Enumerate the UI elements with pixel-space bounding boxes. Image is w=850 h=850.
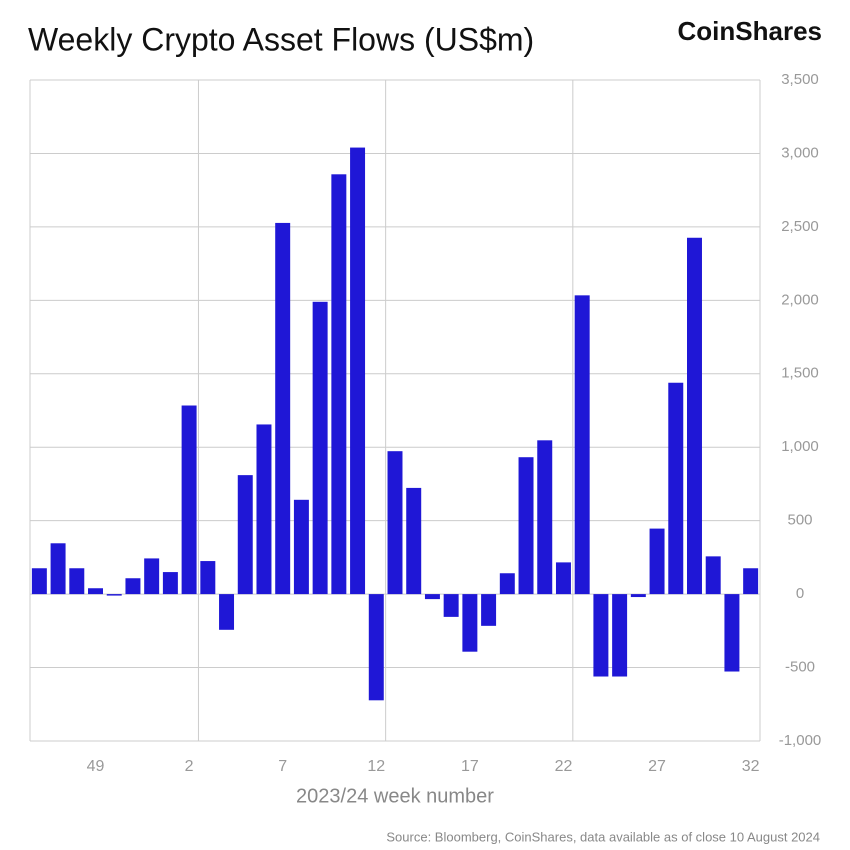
bar (649, 528, 665, 595)
bar (743, 568, 759, 595)
bar (69, 568, 85, 595)
bar (424, 594, 440, 600)
bar (499, 573, 515, 595)
x-tick-label: 12 (367, 758, 385, 775)
x-axis-label: 2023/24 week number (296, 785, 494, 807)
y-tick-label: 2,000 (781, 291, 819, 308)
y-tick-label: 0 (796, 585, 804, 602)
bar (724, 594, 740, 672)
bar (50, 543, 66, 595)
bar (518, 457, 534, 595)
bar (705, 556, 721, 595)
bar (630, 594, 646, 598)
bar (555, 562, 571, 595)
x-tick-label: 27 (648, 758, 666, 775)
bar (462, 594, 478, 652)
bar (443, 594, 459, 617)
y-tick-label: 1,500 (781, 365, 819, 382)
bar (293, 499, 309, 595)
bar (144, 558, 160, 595)
bar (574, 295, 590, 595)
y-tick-label: 2,500 (781, 218, 819, 235)
bar (537, 440, 553, 595)
bar (181, 405, 197, 595)
x-tick-label: 49 (87, 758, 105, 775)
bar (256, 424, 272, 595)
bar (368, 594, 384, 701)
x-tick-label: 32 (742, 758, 760, 775)
bar (237, 475, 253, 595)
bar (106, 594, 122, 596)
bar (88, 588, 103, 595)
x-tick-label: 17 (461, 758, 479, 775)
bar (125, 578, 141, 595)
bar (350, 147, 366, 595)
source-note: Source: Bloomberg, CoinShares, data avai… (386, 829, 820, 844)
bar (331, 174, 347, 595)
y-tick-label: -1,000 (779, 732, 822, 749)
y-tick-label: 3,500 (781, 71, 819, 88)
x-tick-label: 2 (185, 758, 194, 775)
bar (406, 487, 422, 595)
bar (312, 301, 328, 595)
x-tick-label: 22 (555, 758, 573, 775)
y-tick-label: 1,000 (781, 438, 819, 455)
y-tick-label: -500 (785, 659, 815, 676)
chart-title: Weekly Crypto Asset Flows (US$m) (28, 21, 534, 57)
bar (31, 568, 47, 595)
bar (612, 594, 628, 677)
bar (275, 222, 291, 595)
bar (200, 561, 216, 595)
bar (481, 594, 497, 626)
bar (162, 572, 178, 595)
brand-logo: CoinShares (678, 16, 823, 46)
bar (219, 594, 235, 630)
y-tick-label: 3,000 (781, 144, 819, 161)
bar (668, 382, 684, 595)
y-tick-label: 500 (787, 512, 812, 529)
bar (387, 451, 403, 595)
bar (593, 594, 609, 677)
x-tick-label: 7 (278, 758, 287, 775)
bar (687, 237, 702, 595)
